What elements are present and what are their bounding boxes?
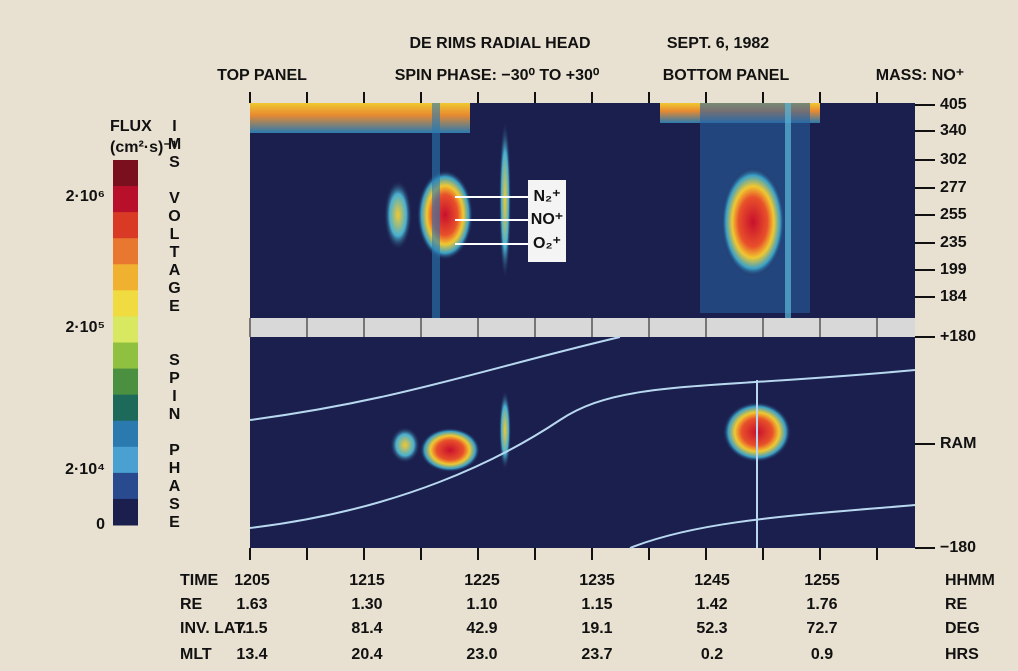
flux-blob <box>499 390 511 470</box>
axis-label: 235 <box>940 234 967 251</box>
flux-blob <box>390 427 420 463</box>
axis-label: 199 <box>940 261 967 278</box>
row-unit: HHMM <box>945 572 995 589</box>
axis-label: 302 <box>940 151 967 168</box>
row-unit: DEG <box>945 620 980 637</box>
colorbar-label: 2·10⁵ <box>65 319 105 336</box>
flux-blob <box>417 170 473 260</box>
header-label: MASS: NO⁺ <box>876 67 964 84</box>
colorbar-label: 2·10⁴ <box>65 461 105 478</box>
colorbar-label: 2·10⁶ <box>66 188 105 205</box>
axis-label: +180 <box>940 328 976 345</box>
axis-label: 340 <box>940 122 967 139</box>
table-cell: 19.1 <box>581 620 612 637</box>
table-cell: 23.0 <box>466 646 497 663</box>
header-label: SPIN PHASE: −30⁰ TO +30⁰ <box>395 67 600 84</box>
colorbar-swatch <box>113 473 138 500</box>
row-label: TIME <box>180 572 219 589</box>
colorbar-swatch <box>113 343 138 370</box>
colorbar-swatch <box>113 316 138 343</box>
table-cell: 0.9 <box>811 646 833 663</box>
row-label: MLT <box>180 646 212 663</box>
axis-label: −180 <box>940 539 976 556</box>
colorbar-swatch <box>113 369 138 396</box>
table-cell: 0.2 <box>701 646 723 663</box>
table-cell: 1225 <box>464 572 500 589</box>
header-label: BOTTOM PANEL <box>663 67 790 84</box>
table-cell: 20.4 <box>351 646 382 663</box>
table-cell: 13.4 <box>236 646 267 663</box>
page: N₂⁺ NO⁺ O₂⁺ DE RIMS RADIAL HEAD SEPT. 6,… <box>0 0 1018 671</box>
ion-label: N₂⁺ <box>533 188 560 205</box>
bottom-panel <box>250 337 915 548</box>
vertical-label: SPIN PHASE <box>165 352 183 532</box>
separator <box>250 318 915 337</box>
colorbar-swatch <box>113 395 138 422</box>
top-panel <box>250 103 915 318</box>
date: SEPT. 6, 1982 <box>667 35 769 52</box>
table-cell: 1.30 <box>351 596 382 613</box>
colorbar-swatch <box>113 212 138 239</box>
table-cell: 1.10 <box>466 596 497 613</box>
flux-column <box>432 103 440 318</box>
colorbar-title: FLUX <box>110 118 152 135</box>
figure: N₂⁺ NO⁺ O₂⁺ DE RIMS RADIAL HEAD SEPT. 6,… <box>0 0 1018 671</box>
axis-label: RAM <box>940 435 976 452</box>
table-cell: 1205 <box>234 572 270 589</box>
table-cell: 1.76 <box>806 596 837 613</box>
colorbar-swatch <box>113 447 138 474</box>
colorbar-swatch <box>113 160 138 187</box>
table-cell: 1.63 <box>236 596 267 613</box>
table-cell: 23.7 <box>581 646 612 663</box>
row-unit: RE <box>945 596 968 613</box>
colorbar-swatch <box>113 238 138 265</box>
table-cell: 1215 <box>349 572 385 589</box>
colorbar <box>113 160 138 526</box>
table-cell: 1235 <box>579 572 615 589</box>
colorbar-swatch <box>113 186 138 213</box>
row-label: RE <box>180 596 203 613</box>
flux-blob <box>384 180 412 250</box>
axis-label: 405 <box>940 96 967 113</box>
row-unit: HRS <box>945 646 979 663</box>
ion-label: NO⁺ <box>531 211 563 228</box>
table-cell: 71.5 <box>236 620 267 637</box>
flux-blob <box>420 428 480 472</box>
title: DE RIMS RADIAL HEAD <box>409 35 590 52</box>
ion-label: O₂⁺ <box>533 235 561 252</box>
colorbar-swatch <box>113 290 138 317</box>
table-cell: 1.15 <box>581 596 612 613</box>
table-cell: 52.3 <box>696 620 727 637</box>
table-cell: 81.4 <box>351 620 382 637</box>
axis-label: 255 <box>940 206 967 223</box>
colorbar-label: 0 <box>96 516 105 533</box>
table-cell: 1245 <box>694 572 730 589</box>
colorbar-swatch <box>113 499 138 526</box>
colorbar-swatch <box>113 264 138 291</box>
flux-blob <box>499 120 511 280</box>
axis-label: 277 <box>940 179 967 196</box>
flux-blob <box>721 167 785 277</box>
header-label: TOP PANEL <box>217 67 307 84</box>
vertical-label: IMS VOLTAGE <box>165 118 183 316</box>
table-cell: 42.9 <box>466 620 497 637</box>
table-cell: 1255 <box>804 572 840 589</box>
flux-column <box>785 103 791 318</box>
axis-label: 184 <box>940 288 967 305</box>
table-cell: 72.7 <box>806 620 837 637</box>
table-cell: 1.42 <box>696 596 727 613</box>
colorbar-swatch <box>113 421 138 448</box>
